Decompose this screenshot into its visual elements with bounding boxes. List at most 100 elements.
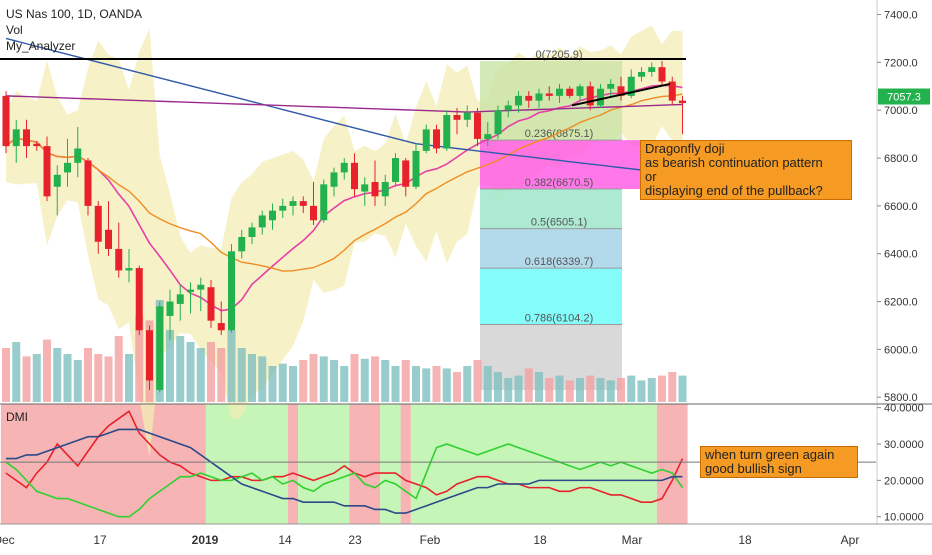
volume-bar [63,354,72,402]
volume-bar [576,378,584,402]
ma-long-line [5,95,683,113]
candle-body [586,86,594,106]
candle-body [515,95,522,106]
dmi-band-red-6 [400,404,411,524]
candle-body [74,148,82,163]
volume-bar [463,366,472,402]
candle-body [422,129,430,151]
volume-bar [176,336,185,402]
volume-bar [2,348,10,402]
volume-bar [217,348,226,402]
volume-bar [330,360,338,402]
candle-body [597,88,604,106]
trend-line [571,82,671,107]
fib-label-4: 0.618(6339.7) [525,256,594,268]
fib-zone-4 [480,268,622,325]
volume-bar [524,368,533,402]
candle-body [463,112,471,120]
candle-body [627,76,635,96]
volume-bar [319,356,328,402]
candle-body [289,201,297,206]
volume-bar [350,354,359,402]
candle-body [166,301,174,316]
dragonfly-note-line-1: Dragonfly doji [645,141,725,156]
candle-body [402,160,410,187]
dmi-pane-label[interactable]: DMI [6,410,28,424]
fib-label-5: 0.786(6104.2) [525,312,594,324]
candle-body [617,86,625,96]
dmi-band-green-3 [298,404,350,524]
price-badge [878,88,930,105]
dmi-tick-label: 10.0000 [884,512,924,524]
volume-bar [73,360,82,402]
volume-bar [196,348,205,402]
legend: US Nas 100, 1D, OANDA Vol My_Analyzer [6,6,142,54]
price-badge-text: 7057.3 [887,92,921,104]
dmi-band-red-4 [349,404,381,524]
candle-body [658,67,666,82]
price-tick-label: 6000.0 [884,344,918,356]
candle-body [33,143,41,147]
volume-indicator-label[interactable]: Vol [6,23,23,37]
volume-bar [227,330,236,402]
symbol-title[interactable]: US Nas 100, 1D, OANDA [6,7,143,21]
candle-body [23,129,30,147]
candle-body [484,134,492,139]
volume-bar [535,372,543,402]
candle-body [176,294,184,304]
candle-body [310,205,317,221]
price-tick-label: 6600.0 [884,201,918,213]
time-tick-label: 23 [348,533,362,547]
dragonfly-annotation[interactable]: Dragonfly doji as bearish continuation p… [640,140,852,200]
volume-bar [381,360,390,402]
volume-bar [453,372,461,402]
fib-zone-1 [480,140,640,190]
candle-body [228,251,235,331]
candle-body [566,88,574,96]
candle-body [668,81,676,101]
volume-bar [668,372,677,402]
dmi-annotation[interactable]: when turn green again good bullish sign [700,446,858,478]
dmi-band-green-7 [410,404,657,524]
candle-body [474,112,481,139]
volume-bar [442,368,451,402]
volume-bar [473,360,482,402]
candle-body [453,115,461,120]
volume-bar [596,378,605,402]
volume-bar [617,378,625,402]
candle-body [361,184,369,192]
analyzer-indicator-label[interactable]: My_Analyzer [6,39,76,53]
dmi-series-0 [5,410,684,503]
ma-mid-line [5,93,683,272]
volume-bar [207,342,215,402]
price-tick-label: 7400.0 [884,10,918,22]
dmi-series-2 [6,428,683,514]
candle-body [94,205,102,242]
candle-body [556,88,563,96]
volume-bar [22,356,31,402]
dmi-tick-label: 20.0000 [884,475,924,487]
volume-bar [371,356,379,402]
time-tick-label: Feb [420,533,441,547]
volume-bar [504,378,513,402]
time-tick-label: Apr [841,533,860,547]
volume-bar [309,354,318,402]
candle-body [340,162,348,173]
candle-body [156,306,164,391]
volume-bar [104,356,113,402]
candle-body [248,227,256,237]
candle-body [217,323,225,331]
candle-body [197,284,205,290]
candle-body [53,174,61,187]
candle-body [115,248,123,271]
volume-bar [278,363,287,402]
volume-bar [494,372,502,402]
price-tick-label: 5800.0 [884,392,918,404]
dmi-band-green-1 [205,404,288,524]
candle-body [412,150,420,187]
candle-body [648,67,656,72]
candle-body [187,289,194,292]
time-tick-label: 2019 [192,533,219,547]
